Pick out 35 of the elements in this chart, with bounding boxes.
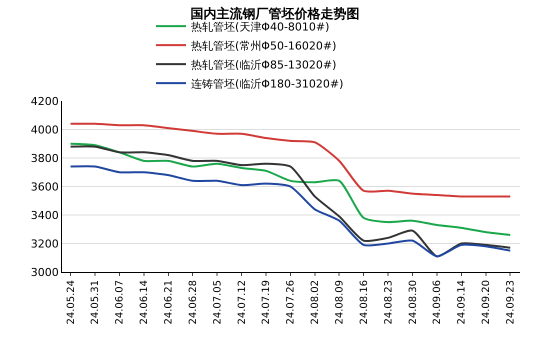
x-tick-label: 24.07.19 (261, 280, 272, 325)
x-tick-label: 24.06.21 (164, 280, 175, 325)
y-tick-label: 3000 (30, 266, 59, 279)
line-series (70, 165, 512, 258)
x-tick-label: 24.07.26 (286, 280, 297, 325)
y-tick-label: 4200 (30, 94, 59, 108)
x-tick-label: 24.07.12 (236, 280, 248, 325)
line-series (70, 145, 512, 258)
x-tick-label: 24.05.24 (66, 280, 77, 325)
x-tick-label: 24.09.23 (505, 280, 516, 325)
chart-title: 国内主流钢厂管坯价格走势图 (190, 6, 360, 22)
x-tick-label: 24.06.07 (114, 280, 126, 325)
x-tick-label: 24.07.05 (212, 280, 224, 325)
x-tick-label: 24.08.02 (310, 280, 322, 325)
legend-label: 热轧管坯(临沂Φ85-13020#) (191, 58, 336, 72)
x-tick-label: 24.06.14 (139, 280, 150, 325)
legend-label: 热轧管坯(常州Φ50-16020#) (191, 39, 336, 52)
legend-label: 连铸管坯(临沂Φ180-31020#) (191, 77, 344, 90)
x-tick-label: 24.08.23 (383, 280, 394, 325)
y-tick-label: 4000 (30, 123, 59, 136)
x-tick-label: 24.06.28 (188, 280, 199, 325)
x-tick-label: 24.08.09 (334, 280, 346, 325)
x-tick-label: 24.08.16 (358, 280, 370, 325)
legend-label: 热轧管坯(天津Φ40-8010#) (191, 20, 330, 34)
line-series (70, 142, 512, 236)
line-series (70, 122, 512, 198)
x-tick-label: 24.08.30 (408, 280, 419, 325)
x-tick-label: 24.09.14 (456, 280, 468, 325)
x-tick-label: 24.05.31 (90, 280, 102, 325)
y-tick-label: 3600 (30, 180, 59, 194)
x-tick-label: 24.09.06 (432, 280, 444, 325)
y-tick-label: 3800 (30, 152, 59, 165)
y-tick-label: 3400 (30, 208, 59, 222)
y-tick-label: 3200 (30, 237, 59, 250)
x-tick-label: 24.09.20 (481, 280, 492, 325)
